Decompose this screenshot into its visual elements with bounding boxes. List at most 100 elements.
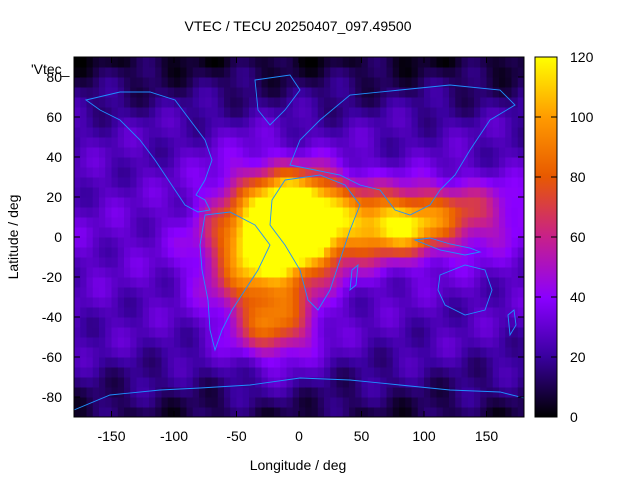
heatmap-cell — [486, 257, 494, 268]
heatmap-cell — [424, 287, 431, 298]
heatmap-cell — [286, 287, 294, 298]
heatmap-cell — [317, 387, 325, 398]
heatmap-cell — [499, 407, 506, 417]
heatmap-cell — [505, 137, 512, 148]
heatmap-cell — [124, 117, 131, 128]
heatmap-cell — [136, 297, 144, 308]
heatmap-cell — [286, 87, 294, 98]
heatmap-cell — [474, 327, 481, 338]
heatmap-cell — [380, 407, 387, 417]
heatmap-cell — [330, 267, 337, 278]
heatmap-cell — [361, 67, 369, 78]
heatmap-cell — [324, 87, 331, 98]
heatmap-cell — [299, 377, 306, 388]
heatmap-cell — [180, 137, 187, 148]
y-tick-label: 40 — [46, 149, 62, 165]
heatmap-cell — [224, 367, 231, 378]
heatmap-cell — [161, 337, 169, 348]
heatmap-cell — [499, 287, 506, 298]
heatmap-cell — [311, 87, 319, 98]
heatmap-cell — [455, 137, 462, 148]
heatmap-cell — [374, 187, 381, 198]
heatmap-cell — [80, 107, 87, 118]
heatmap-cell — [380, 197, 387, 208]
y-tick-label: -40 — [42, 309, 62, 325]
heatmap-cell — [80, 397, 87, 408]
heatmap-cell — [299, 67, 306, 78]
heatmap-cell — [449, 367, 456, 378]
heatmap-cell — [317, 197, 325, 208]
heatmap-cell — [136, 347, 144, 358]
heatmap-cell — [186, 57, 194, 68]
heatmap-cell — [442, 117, 450, 128]
heatmap-cell — [386, 67, 394, 78]
heatmap-cell — [380, 67, 387, 78]
heatmap-cell — [255, 57, 262, 68]
heatmap-cell — [430, 77, 437, 88]
heatmap-cell — [186, 397, 194, 408]
heatmap-cell — [317, 117, 325, 128]
heatmap-cell — [105, 247, 112, 258]
heatmap-cell — [511, 87, 519, 98]
heatmap-cell — [467, 347, 475, 358]
heatmap-cell — [192, 377, 200, 388]
heatmap-cell — [217, 97, 225, 108]
heatmap-cell — [474, 387, 481, 398]
heatmap-cell — [486, 137, 494, 148]
heatmap-cell — [286, 237, 294, 248]
heatmap-cell — [505, 397, 512, 408]
heatmap-cell — [417, 107, 425, 118]
heatmap-cell — [180, 407, 187, 417]
heatmap-cell — [180, 117, 187, 128]
heatmap-cell — [267, 187, 275, 198]
heatmap-cell — [217, 317, 225, 328]
heatmap-cell — [124, 297, 131, 308]
heatmap-cell — [92, 227, 100, 238]
heatmap-cell — [492, 227, 500, 238]
heatmap-cell — [130, 247, 137, 258]
heatmap-cell — [174, 117, 181, 128]
heatmap-cell — [424, 317, 431, 328]
heatmap-cell — [292, 107, 300, 118]
heatmap-cell — [286, 367, 294, 378]
heatmap-cell — [230, 177, 237, 188]
heatmap-cell — [367, 217, 375, 228]
heatmap-cell — [311, 197, 319, 208]
heatmap-cell — [336, 257, 344, 268]
heatmap-cell — [511, 57, 519, 68]
heatmap-cell — [136, 357, 144, 368]
heatmap-cell — [299, 187, 306, 198]
heatmap-cell — [224, 237, 231, 248]
heatmap-cell — [211, 57, 219, 68]
heatmap-cell — [355, 357, 362, 368]
heatmap-cell — [161, 107, 169, 118]
heatmap-cell — [517, 77, 524, 88]
heatmap-cell — [105, 177, 112, 188]
heatmap-cell — [192, 317, 200, 328]
heatmap-cell — [349, 157, 356, 168]
heatmap-cell — [405, 217, 412, 228]
heatmap-cell — [274, 347, 281, 358]
colorbar-tick-label: 80 — [570, 169, 586, 185]
heatmap-cell — [92, 197, 100, 208]
heatmap-cell — [149, 237, 156, 248]
heatmap-cell — [280, 367, 287, 378]
heatmap-cell — [261, 97, 269, 108]
heatmap-cell — [236, 217, 244, 228]
heatmap-cell — [186, 177, 194, 188]
heatmap-cell — [405, 277, 412, 288]
heatmap-cell — [242, 227, 250, 238]
heatmap-cell — [461, 167, 469, 178]
heatmap-cell — [355, 327, 362, 338]
heatmap-cell — [261, 57, 269, 68]
heatmap-cell — [386, 337, 394, 348]
heatmap-cell — [505, 387, 512, 398]
heatmap-cell — [405, 267, 412, 278]
heatmap-cell — [117, 347, 125, 358]
heatmap-cell — [74, 387, 81, 398]
heatmap-cell — [80, 367, 87, 378]
heatmap-cell — [417, 287, 425, 298]
heatmap-cell — [517, 117, 524, 128]
heatmap-cell — [161, 257, 169, 268]
heatmap-cell — [92, 147, 100, 158]
